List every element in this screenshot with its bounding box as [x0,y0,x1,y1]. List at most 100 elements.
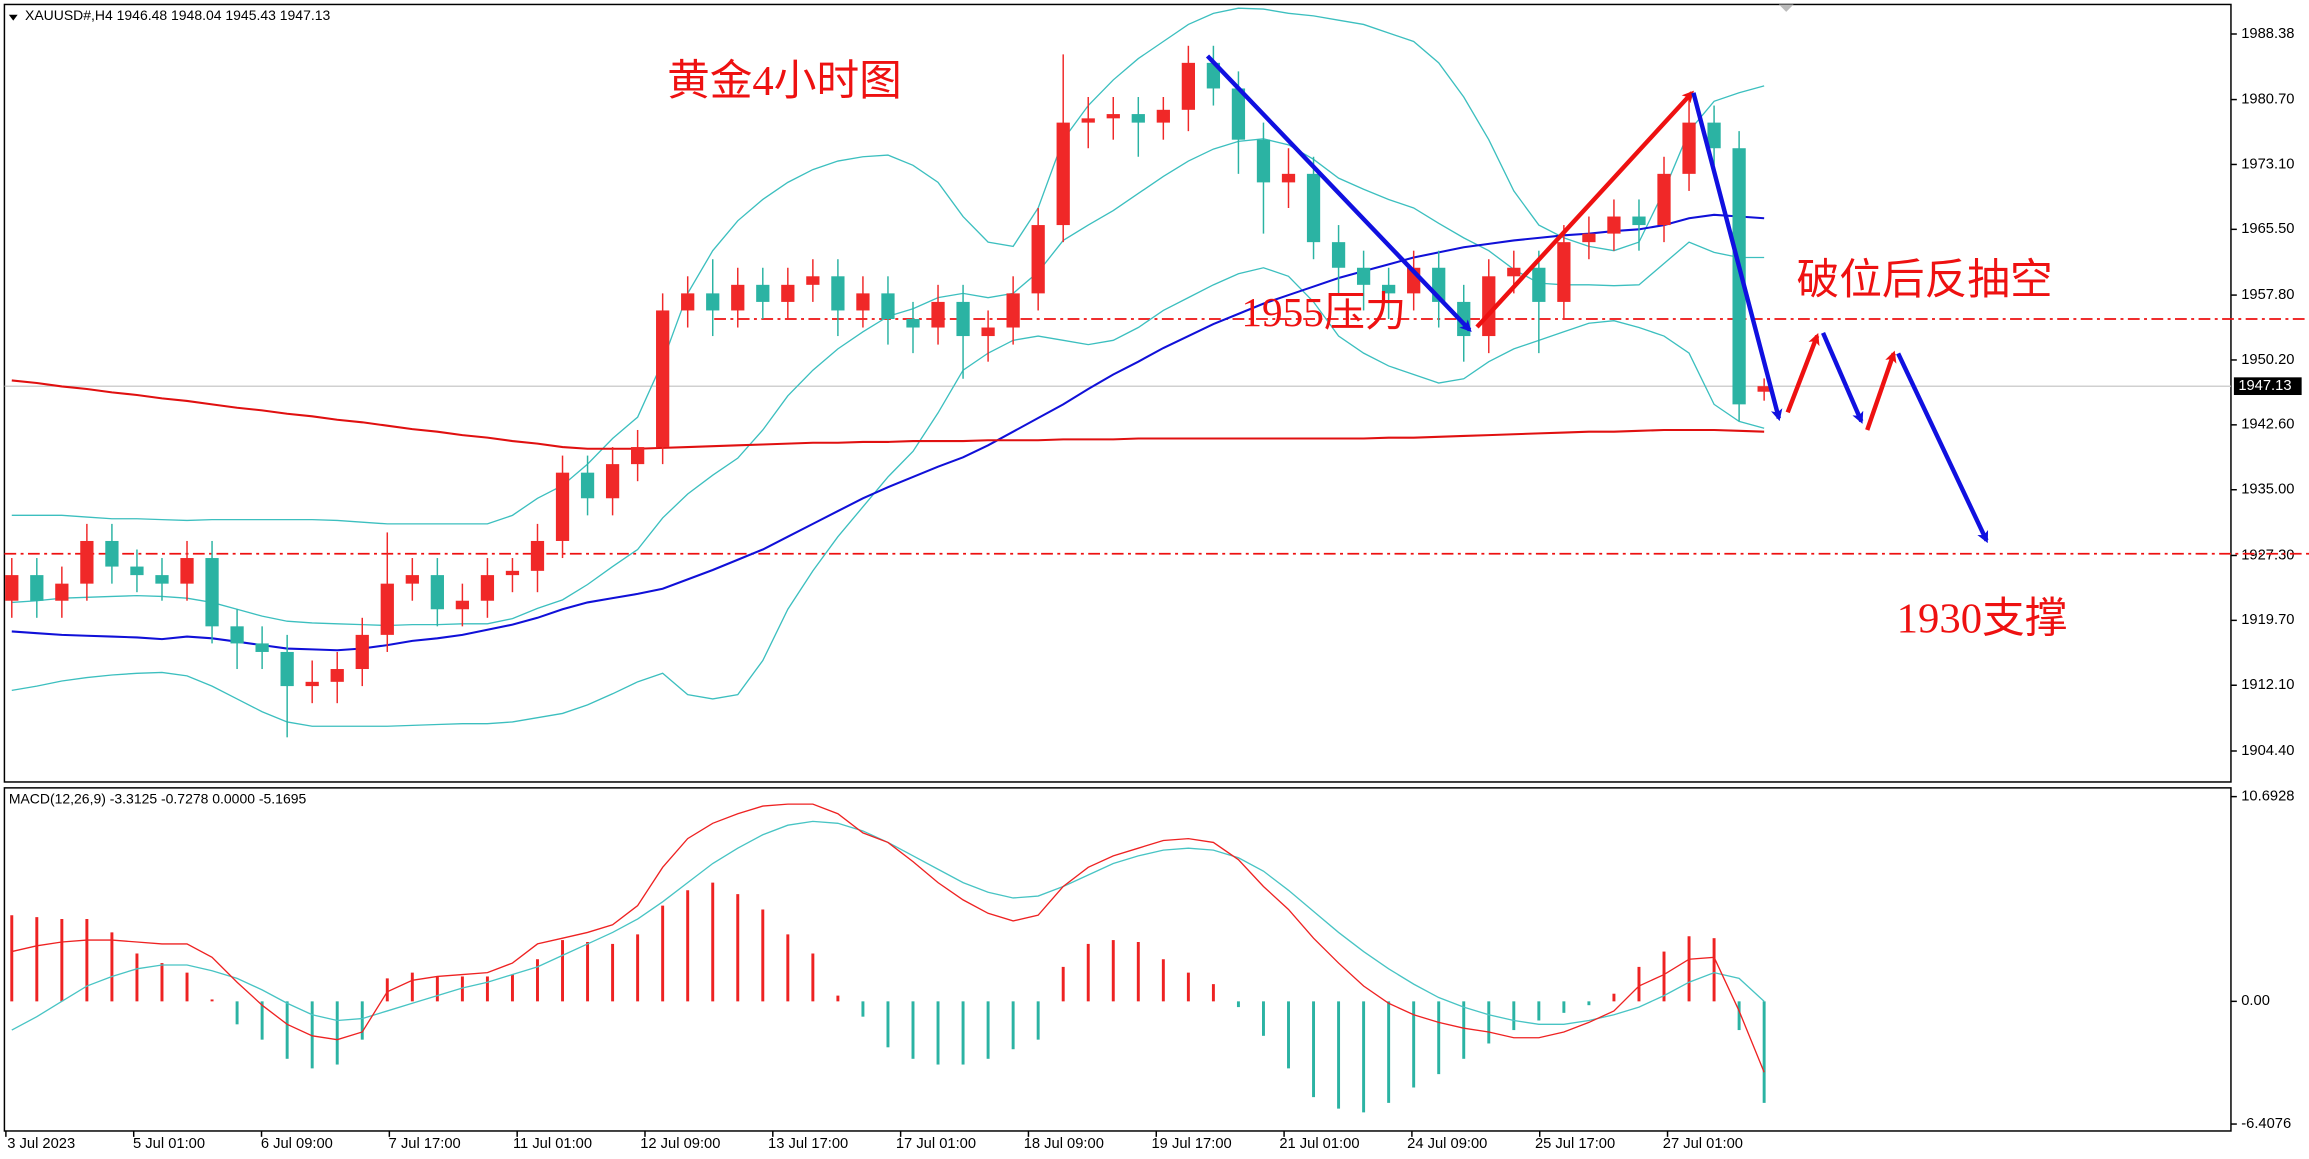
candle-body [1181,62,1195,110]
candle-body [355,634,369,670]
candle-body [405,575,419,584]
candle-body [681,293,695,311]
candle-body [1507,267,1521,277]
candle-body [1757,386,1771,392]
candle-body [30,575,44,601]
annotation: 1955压力 [1241,289,1406,335]
macd-panel [3,787,2232,1132]
x-tick-label: 6 Jul 09:00 [261,1136,333,1152]
y-tick-label: 1942.60 [2241,417,2294,433]
candle-body [931,301,945,328]
candle-body [1056,122,1070,226]
candle-body [781,284,795,302]
candle-body [756,284,770,302]
candle-body [205,558,219,627]
ma-line [11,379,1765,450]
x-tick-label: 17 Jul 01:00 [896,1136,976,1152]
y-tick-label: 10.6928 [2241,789,2294,805]
candle-body [155,575,169,584]
macd-label: MACD(12,26,9) -3.3125 -0.7278 0.0000 -5.… [9,790,307,806]
candle-body [1657,173,1671,226]
candle-body [430,575,444,610]
candle-body [605,464,620,499]
band-line [11,7,1765,525]
candle-body [1281,173,1296,183]
candle-body [1206,62,1221,89]
candle-body [706,293,720,311]
candle-body [505,570,520,576]
candle-body [1031,225,1045,294]
candle-body [280,651,294,687]
candle-body [1306,173,1321,243]
arrow [1896,352,1989,544]
arrow [1205,54,1472,333]
candle-body [881,293,895,319]
ma-line [11,213,1765,652]
candle-body [130,566,144,576]
y-tick-label: 0.00 [2241,993,2270,1009]
y-tick-label: 1988.38 [2241,26,2294,42]
candle-body [1682,122,1696,174]
arrows [1205,54,1989,544]
candle-body [330,669,344,682]
candle-body [1356,267,1371,285]
candle-body [1532,267,1546,302]
x-tick-label: 3 Jul 2023 [7,1136,75,1152]
candle-body [981,327,995,337]
candle-body [906,318,920,328]
candle-body [731,284,745,311]
candle-body [630,447,645,465]
x-tick-label: 11 Jul 01:00 [513,1136,592,1152]
candle-body [1331,242,1346,268]
arrow [1785,333,1820,414]
candle-body [305,681,319,687]
macd-line [11,803,1765,1073]
candle-body [105,540,119,567]
y-tick-label: 1973.10 [2241,156,2294,172]
x-tick-label: 27 Jul 01:00 [1663,1136,1743,1152]
x-tick-label: 19 Jul 17:00 [1152,1136,1232,1152]
candle-body [1607,216,1621,234]
x-tick-label: 18 Jul 09:00 [1024,1136,1104,1152]
x-tick-label: 12 Jul 09:00 [640,1136,720,1152]
header: XAUUSD#,H4 1946.48 1948.04 1945.43 1947.… [25,7,330,23]
candle-body [480,575,495,601]
y-tick-label: 1904.40 [2241,743,2294,759]
candle-body [1131,114,1145,123]
candle-body [1231,88,1246,140]
y-tick-label: 1965.50 [2241,221,2294,237]
candle-body [230,626,244,644]
arrow [1821,331,1864,424]
candle-body [1006,293,1020,328]
plot: 1988.38 1980.70 1973.10 1965.50 1957.80 1950.… [4,7,2309,1152]
shift-marker [1778,4,1794,12]
candle-body [956,301,970,337]
candle-body [580,472,595,499]
candle-body [1106,114,1120,119]
candle-body [1482,276,1496,337]
y-tick-label: 1919.70 [2241,612,2294,628]
y-tick-label: 1950.20 [2241,352,2294,368]
x-tick-label: 25 Jul 17:00 [1535,1136,1615,1152]
y-tick-label: 1927.30 [2241,547,2294,563]
annotation: 破位后反抽空 [1797,256,2053,304]
last-price-label: 1947.13 [2238,378,2291,394]
chart-title: 黄金4小时图 [667,57,902,105]
menu-icon [8,14,18,21]
y-tick-label: -6.4076 [2241,1116,2291,1132]
candle-body [380,583,394,635]
candle-body [55,583,69,601]
candle-body [831,276,845,311]
candle-body [80,540,94,584]
candle-body [255,643,269,652]
candle-body [1256,139,1271,183]
x-tick-label: 21 Jul 01:00 [1279,1136,1359,1152]
y-tick-label: 1935.00 [2241,482,2294,498]
candle-body [656,310,670,448]
y-tick-label: 1980.70 [2241,91,2294,107]
candle-body [806,276,820,285]
x-tick-label: 7 Jul 17:00 [389,1136,461,1152]
y-tick-label: 1957.80 [2241,287,2294,303]
candle-body [1557,242,1571,302]
